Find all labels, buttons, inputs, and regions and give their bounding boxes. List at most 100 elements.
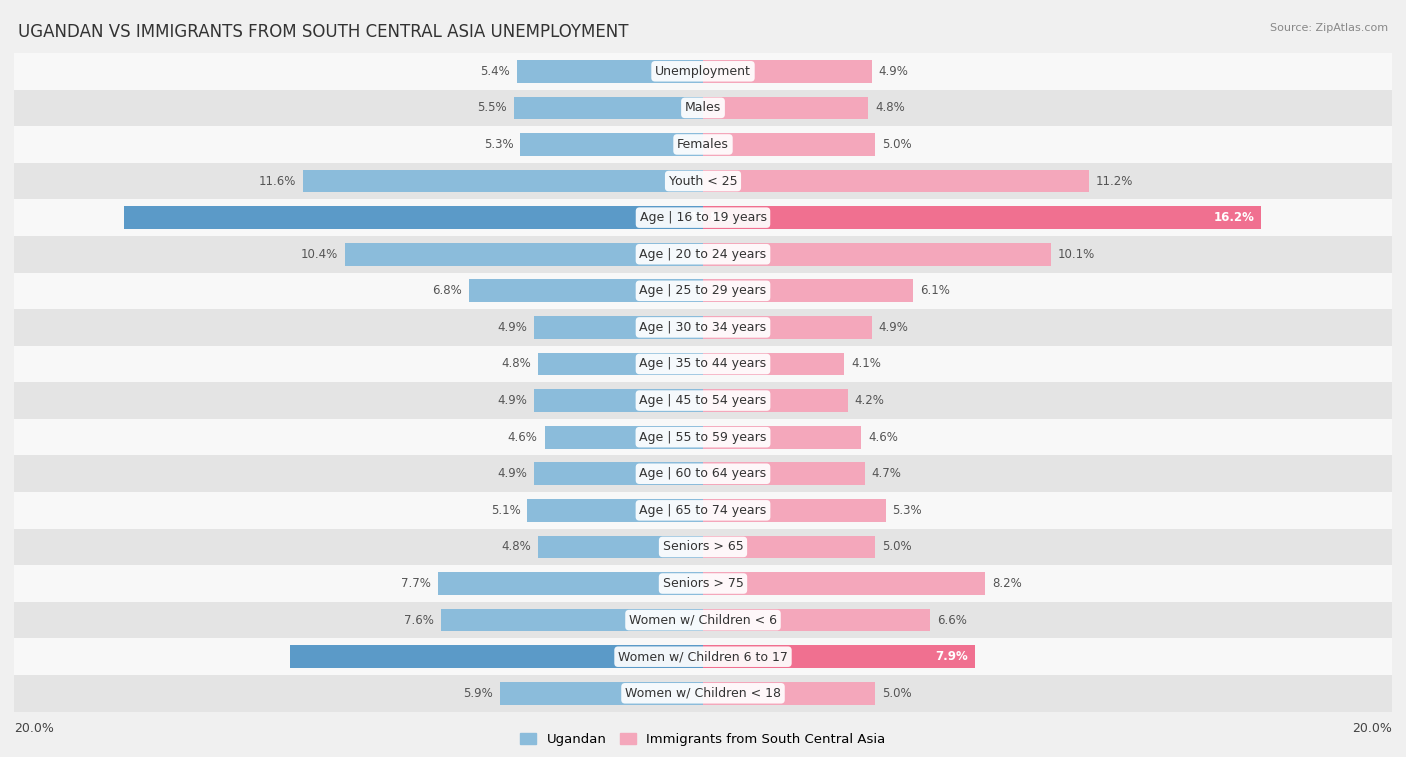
Bar [290, 646, 703, 668]
Text: Age | 45 to 54 years: Age | 45 to 54 years [640, 394, 766, 407]
Bar [537, 353, 703, 375]
Bar [703, 463, 865, 485]
Bar [499, 682, 703, 705]
Text: 4.9%: 4.9% [498, 394, 527, 407]
Text: 4.2%: 4.2% [855, 394, 884, 407]
Bar [703, 133, 875, 156]
Bar [513, 97, 703, 119]
Text: 4.7%: 4.7% [872, 467, 901, 480]
Bar [14, 273, 1392, 309]
Text: 5.0%: 5.0% [882, 540, 911, 553]
Text: Males: Males [685, 101, 721, 114]
Text: 10.4%: 10.4% [301, 248, 337, 260]
Bar [520, 133, 703, 156]
Text: Age | 65 to 74 years: Age | 65 to 74 years [640, 504, 766, 517]
Text: 4.6%: 4.6% [508, 431, 537, 444]
Bar [468, 279, 703, 302]
Text: 20.0%: 20.0% [14, 722, 53, 735]
Bar [14, 492, 1392, 528]
Text: 11.2%: 11.2% [1095, 175, 1133, 188]
Bar [703, 389, 848, 412]
Text: 8.2%: 8.2% [993, 577, 1022, 590]
Text: 4.1%: 4.1% [851, 357, 882, 370]
Bar [703, 353, 844, 375]
Bar [703, 426, 862, 448]
Text: 4.9%: 4.9% [498, 467, 527, 480]
Text: Women w/ Children < 18: Women w/ Children < 18 [626, 687, 780, 699]
Text: Source: ZipAtlas.com: Source: ZipAtlas.com [1270, 23, 1388, 33]
Bar [703, 572, 986, 595]
Bar [534, 316, 703, 338]
Bar [14, 163, 1392, 199]
Text: 5.1%: 5.1% [491, 504, 520, 517]
Bar [14, 419, 1392, 456]
Text: UGANDAN VS IMMIGRANTS FROM SOUTH CENTRAL ASIA UNEMPLOYMENT: UGANDAN VS IMMIGRANTS FROM SOUTH CENTRAL… [18, 23, 628, 41]
Bar [703, 536, 875, 558]
Bar [304, 170, 703, 192]
Text: 5.5%: 5.5% [477, 101, 506, 114]
Text: 7.6%: 7.6% [405, 614, 434, 627]
Text: Youth < 25: Youth < 25 [669, 175, 737, 188]
Bar [517, 60, 703, 83]
Text: 5.0%: 5.0% [882, 687, 911, 699]
Text: Age | 35 to 44 years: Age | 35 to 44 years [640, 357, 766, 370]
Text: Age | 20 to 24 years: Age | 20 to 24 years [640, 248, 766, 260]
Bar [537, 536, 703, 558]
Text: 5.3%: 5.3% [893, 504, 922, 517]
Text: 4.6%: 4.6% [869, 431, 898, 444]
Text: Age | 55 to 59 years: Age | 55 to 59 years [640, 431, 766, 444]
Text: 5.0%: 5.0% [882, 138, 911, 151]
Text: 20.0%: 20.0% [1353, 722, 1392, 735]
Bar [124, 207, 703, 229]
Bar [703, 243, 1050, 266]
Bar [14, 53, 1392, 89]
Bar [441, 609, 703, 631]
Text: 6.6%: 6.6% [938, 614, 967, 627]
Bar [544, 426, 703, 448]
Bar [14, 456, 1392, 492]
Text: 5.9%: 5.9% [463, 687, 494, 699]
Text: 10.1%: 10.1% [1057, 248, 1095, 260]
Bar [14, 199, 1392, 236]
Text: 5.3%: 5.3% [484, 138, 513, 151]
Text: 4.9%: 4.9% [879, 65, 908, 78]
Bar [703, 97, 869, 119]
Bar [527, 499, 703, 522]
Bar [703, 60, 872, 83]
Text: 16.2%: 16.2% [1213, 211, 1254, 224]
Bar [14, 126, 1392, 163]
Bar [14, 346, 1392, 382]
Bar [14, 638, 1392, 675]
Text: Age | 60 to 64 years: Age | 60 to 64 years [640, 467, 766, 480]
Text: Seniors > 65: Seniors > 65 [662, 540, 744, 553]
Text: 4.9%: 4.9% [879, 321, 908, 334]
Bar [703, 279, 912, 302]
Text: 4.8%: 4.8% [501, 357, 531, 370]
Bar [14, 382, 1392, 419]
Text: 4.9%: 4.9% [498, 321, 527, 334]
Bar [703, 316, 872, 338]
Bar [534, 389, 703, 412]
Text: Women w/ Children 6 to 17: Women w/ Children 6 to 17 [619, 650, 787, 663]
Text: 7.9%: 7.9% [935, 650, 969, 663]
Bar [344, 243, 703, 266]
Bar [14, 675, 1392, 712]
Text: Age | 30 to 34 years: Age | 30 to 34 years [640, 321, 766, 334]
Text: 5.4%: 5.4% [481, 65, 510, 78]
Text: Age | 25 to 29 years: Age | 25 to 29 years [640, 285, 766, 298]
Text: 6.8%: 6.8% [432, 285, 461, 298]
Bar [14, 528, 1392, 565]
Text: 6.1%: 6.1% [920, 285, 950, 298]
Bar [703, 499, 886, 522]
Bar [534, 463, 703, 485]
Text: 11.6%: 11.6% [259, 175, 297, 188]
Text: 4.8%: 4.8% [875, 101, 905, 114]
Bar [437, 572, 703, 595]
Bar [14, 309, 1392, 346]
Bar [703, 207, 1261, 229]
Bar [14, 565, 1392, 602]
Text: 12.0%: 12.0% [689, 650, 730, 663]
Text: Women w/ Children < 6: Women w/ Children < 6 [628, 614, 778, 627]
Bar [14, 89, 1392, 126]
Text: Females: Females [678, 138, 728, 151]
